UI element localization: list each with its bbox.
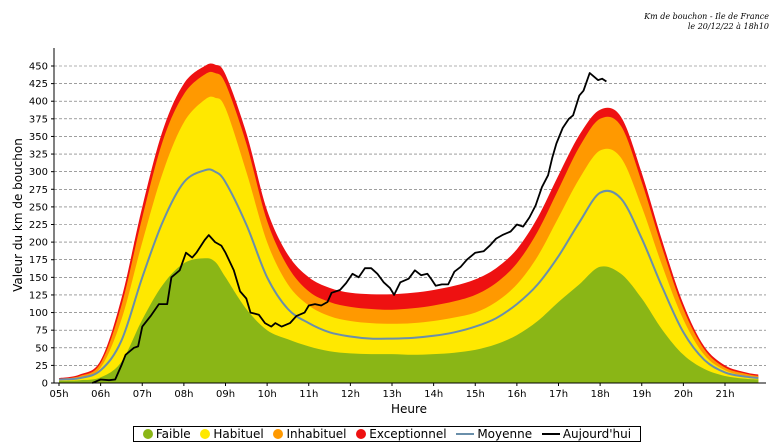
y-tick-label: 75 [35, 326, 48, 337]
y-tick-label: 0 [42, 379, 48, 390]
y-tick-label: 25 [35, 361, 48, 372]
x-tick-label: 08h [174, 389, 193, 400]
y-tick-label: 375 [29, 114, 48, 125]
legend-faible-label: Faible [155, 427, 191, 441]
y-axis-title: Valeur du km de bouchon [11, 138, 25, 292]
x-tick-label: 06h [91, 389, 110, 400]
x-tick-label: 20h [674, 389, 693, 400]
legend-habituel: Habituel [200, 427, 264, 441]
chart-legend: Faible Habituel Inhabituel Exceptionnel … [133, 426, 641, 442]
y-tick-labels: 0 25 50 75 100 125 150 175 200 225 250 275 300 325 350… [29, 62, 48, 390]
inhabituel-swatch-icon [273, 429, 284, 439]
x-tick-label: 05h [49, 389, 68, 400]
x-tick-labels: 05h 06h 07h 08h 09h 10h 11h 12h 13h 14h 15h 16h 17h 1… [49, 389, 734, 400]
line-series [58, 72, 759, 384]
y-tick-label: 275 [29, 185, 48, 196]
y-tick-label: 50 [35, 343, 48, 354]
y-tick-label: 175 [29, 255, 48, 266]
x-axis-title: Heure [391, 402, 427, 416]
x-tick-label: 21h [715, 389, 734, 400]
axes [51, 48, 766, 386]
area-faible [59, 258, 759, 383]
y-tick-label: 400 [29, 97, 48, 108]
faible-swatch-icon [142, 429, 153, 439]
y-tick-label: 250 [29, 202, 48, 213]
y-tick-label: 125 [29, 290, 48, 301]
habituel-swatch-icon [200, 429, 211, 439]
legend-faible: Faible [142, 427, 191, 441]
x-tick-label: 10h [258, 389, 277, 400]
legend-moyenne-label: Moyenne [477, 427, 533, 441]
x-tick-label: 15h [466, 389, 485, 400]
x-tick-label: 19h [632, 389, 651, 400]
y-tick-label: 325 [29, 150, 48, 161]
moyenne-line [58, 168, 759, 381]
x-tick-label: 16h [507, 389, 526, 400]
area-series [59, 63, 759, 384]
x-tick-label: 17h [549, 389, 568, 400]
y-tick-label: 350 [29, 132, 48, 143]
header-note-line2: le 20/12/22 à 18h10 [687, 22, 769, 31]
legend-moyenne: Moyenne [456, 427, 532, 441]
legend-exceptionnel: Exceptionnel [356, 427, 447, 441]
legend-exceptionnel-label: Exceptionnel [369, 427, 447, 441]
moyenne-line-icon [456, 433, 475, 435]
x-tick-label: 18h [591, 389, 610, 400]
header-note: Km de bouchon - Ile de France le 20/12/2… [644, 12, 769, 32]
aujourdhui-line [91, 72, 607, 384]
x-tick-label: 13h [382, 389, 401, 400]
x-tick-label: 14h [424, 389, 443, 400]
aujourdhui-line-icon [541, 433, 560, 435]
y-tick-label: 450 [29, 62, 48, 73]
header-note-line1: Km de bouchon - Ile de France [644, 12, 769, 21]
legend-inhabituel: Inhabituel [273, 427, 347, 441]
exceptionnel-swatch-icon [356, 429, 367, 439]
legend-aujourdhui: Aujourd'hui [541, 427, 632, 441]
y-tick-label: 100 [29, 308, 48, 319]
x-tick-label: 07h [133, 389, 152, 400]
x-tick-label: 11h [299, 389, 318, 400]
y-tick-label: 300 [29, 167, 48, 178]
y-tick-label: 150 [29, 273, 48, 284]
legend-aujourdhui-label: Aujourd'hui [562, 427, 632, 441]
x-tick-label: 12h [341, 389, 360, 400]
y-tick-label: 200 [29, 238, 48, 249]
x-tick-label: 09h [216, 389, 235, 400]
legend-inhabituel-label: Inhabituel [286, 427, 347, 441]
legend-habituel-label: Habituel [213, 427, 264, 441]
y-tick-label: 225 [29, 220, 48, 231]
y-tick-label: 425 [29, 79, 48, 90]
